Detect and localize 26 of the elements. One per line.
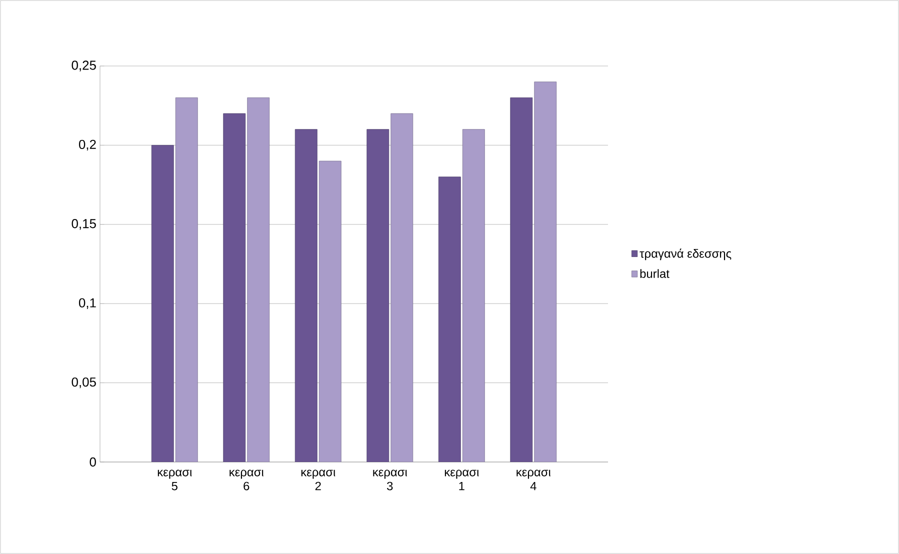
bar: [438, 176, 461, 462]
bar: [175, 97, 198, 462]
y-tick-label: 0,15: [72, 219, 96, 230]
bar: [223, 113, 246, 462]
x-tick-label: κερασι 5: [158, 470, 192, 490]
x-tick-label: κερασι 6: [230, 470, 264, 490]
bar: [510, 97, 533, 462]
y-tick-label: 0: [90, 457, 96, 467]
bar: [462, 129, 485, 462]
bar: [390, 113, 414, 462]
y-tick-label: 0,2: [78, 140, 96, 151]
x-tick-label: κερασι 1: [444, 470, 479, 490]
x-tick-label: κερασι 4: [516, 470, 551, 490]
x-tick-label: κερασι 2: [301, 470, 336, 490]
bar: [534, 82, 557, 462]
x-tick-label: κερασι 3: [373, 470, 408, 490]
y-tick-label: 0,1: [78, 298, 96, 309]
bar: [247, 97, 270, 462]
legend-label: burlat: [640, 269, 670, 278]
bar: [318, 160, 342, 462]
bar: [366, 129, 390, 462]
y-tick-label: 0,25: [72, 60, 96, 72]
bar: [294, 129, 318, 462]
legend-label: τραγανά εδεσσης: [640, 248, 732, 260]
bar: [151, 144, 174, 462]
y-tick-label: 0,05: [72, 377, 96, 388]
